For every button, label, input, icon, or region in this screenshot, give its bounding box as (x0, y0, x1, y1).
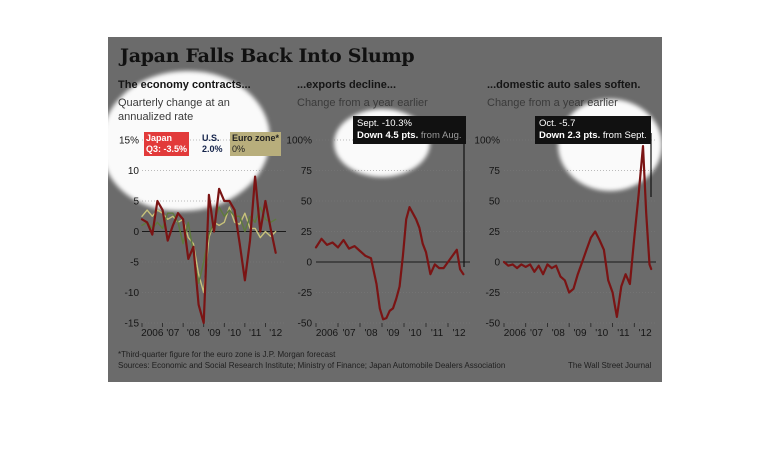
panel-3-xtick-label: '09 (573, 328, 586, 339)
legend-us-value: 2.0% (202, 144, 223, 154)
panel-1-ytick-label: 0 (133, 227, 139, 238)
panel-1-xtick-label: '09 (207, 328, 220, 339)
panel-2-xtick-label: '11 (431, 328, 444, 339)
panel-3-subtitle: Change from a year earlier (487, 97, 618, 109)
chart-figure: 15% 10 5 0 -5 -10 -15 2006'07'08'09'10'11'12 100… (108, 37, 662, 382)
panel-3-xtick-label: '07 (530, 328, 543, 339)
panel-3-ytick-label: 25 (489, 227, 501, 238)
panel-2-subtitle: Change from a year earlier (297, 97, 428, 109)
panel-3-ytick-label: 0 (494, 258, 500, 269)
chart-plots: 15%1050-5-10-152006'07'08'09'10'11'12100… (119, 133, 656, 339)
panel-1-xtick-label: '11 (249, 328, 262, 339)
panel-2-ytick-label: -25 (298, 288, 313, 299)
panel-1-ytick-label: -5 (130, 258, 139, 269)
panel-1-ytick-label: -15 (125, 319, 140, 330)
panel-3-xtick-label: '10 (595, 328, 608, 339)
panel-3-ytick-label: 50 (489, 197, 501, 208)
panel-1-subtitle-line-1: Quarterly change at an (118, 97, 230, 109)
panel-3-ytick-label: 100% (474, 136, 500, 147)
panel-2-xtick-label: '12 (452, 328, 465, 339)
panel-2-xtick-label: '08 (364, 328, 377, 339)
chart-title: Japan Falls Back Into Slump (120, 45, 415, 67)
panel-1-series-japan (140, 175, 277, 325)
panel-3-xtick-label: 2006 (504, 328, 527, 339)
panel-1-xtick-label: '08 (187, 328, 200, 339)
legend-us: U.S. 2.0% (200, 132, 225, 156)
credit: The Wall Street Journal (568, 361, 652, 370)
panel-1-subtitle-line-2: annualized rate (118, 111, 194, 123)
panel-2-xtick-label: '09 (386, 328, 399, 339)
legend-euro: Euro zone* 0% (230, 132, 282, 156)
panel-2-xtick-label: 2006 (316, 328, 339, 339)
legend-us-label: U.S. (202, 133, 220, 143)
panel-2-series-exports (314, 206, 465, 321)
panel-3-ytick-label: -25 (486, 288, 501, 299)
callout-exports-change: Down 4.5 pts. (357, 130, 419, 141)
panel-3-xtick-label: '08 (552, 328, 565, 339)
panel-3-ytick-label: -50 (486, 319, 501, 330)
panel-1-ytick-label: 15% (119, 136, 139, 147)
callout-autos-line1: Oct. -5.7 (539, 118, 576, 129)
panel-1-title: The economy contracts... (118, 79, 251, 91)
panel-1-ytick-label: 10 (128, 166, 140, 177)
panel-1-xtick-label: '07 (166, 328, 179, 339)
panel-2-xtick-label: '10 (408, 328, 421, 339)
legend-euro-label: Euro zone* (232, 133, 280, 143)
panel-2-ytick-label: 50 (301, 197, 313, 208)
panel-1-xtick-label: 2006 (141, 328, 164, 339)
footnote: *Third-quarter figure for the euro zone … (118, 350, 336, 359)
callout-exports: Sept. -10.3% Down 4.5 pts. from Aug. (353, 116, 466, 144)
legend-japan-label: Japan (146, 133, 173, 143)
panel-1-xtick-label: '10 (228, 328, 241, 339)
sources: Sources: Economic and Social Research In… (118, 361, 506, 370)
panel-3-xtick-label: '11 (617, 328, 630, 339)
callout-autos-change: Down 2.3 pts. (539, 130, 601, 141)
panel-3-series-auto-sales (502, 144, 653, 318)
panel-1-ytick-label: -10 (125, 288, 140, 299)
panel-3-ytick-label: 75 (489, 166, 501, 177)
legend-japan: Japan Q3: -3.5% (144, 132, 190, 156)
panel-3-title: ...domestic auto sales soften. (487, 79, 641, 91)
callout-autos: Oct. -5.7 Down 2.3 pts. from Sept. (535, 116, 651, 144)
panel-2-ytick-label: 75 (301, 166, 313, 177)
callout-exports-ref: from Aug. (418, 130, 462, 141)
callout-autos-ref: from Sept. (600, 130, 647, 141)
callout-exports-line1: Sept. -10.3% (357, 118, 412, 129)
panel-2-ytick-label: 0 (306, 258, 312, 269)
panel-1-ytick-label: 5 (133, 197, 139, 208)
panel-2-ytick-label: 100% (286, 136, 312, 147)
legend-japan-value: Q3: -3.5% (146, 144, 188, 154)
legend-euro-value: 0% (232, 144, 246, 154)
panel-2-ytick-label: -50 (298, 319, 313, 330)
panel-3-xtick-label: '12 (639, 328, 652, 339)
panel-2-xtick-label: '07 (342, 328, 355, 339)
panel-2-ytick-label: 25 (301, 227, 313, 238)
panel-2-title: ...exports decline... (297, 79, 397, 91)
panel-1-xtick-label: '12 (269, 328, 282, 339)
